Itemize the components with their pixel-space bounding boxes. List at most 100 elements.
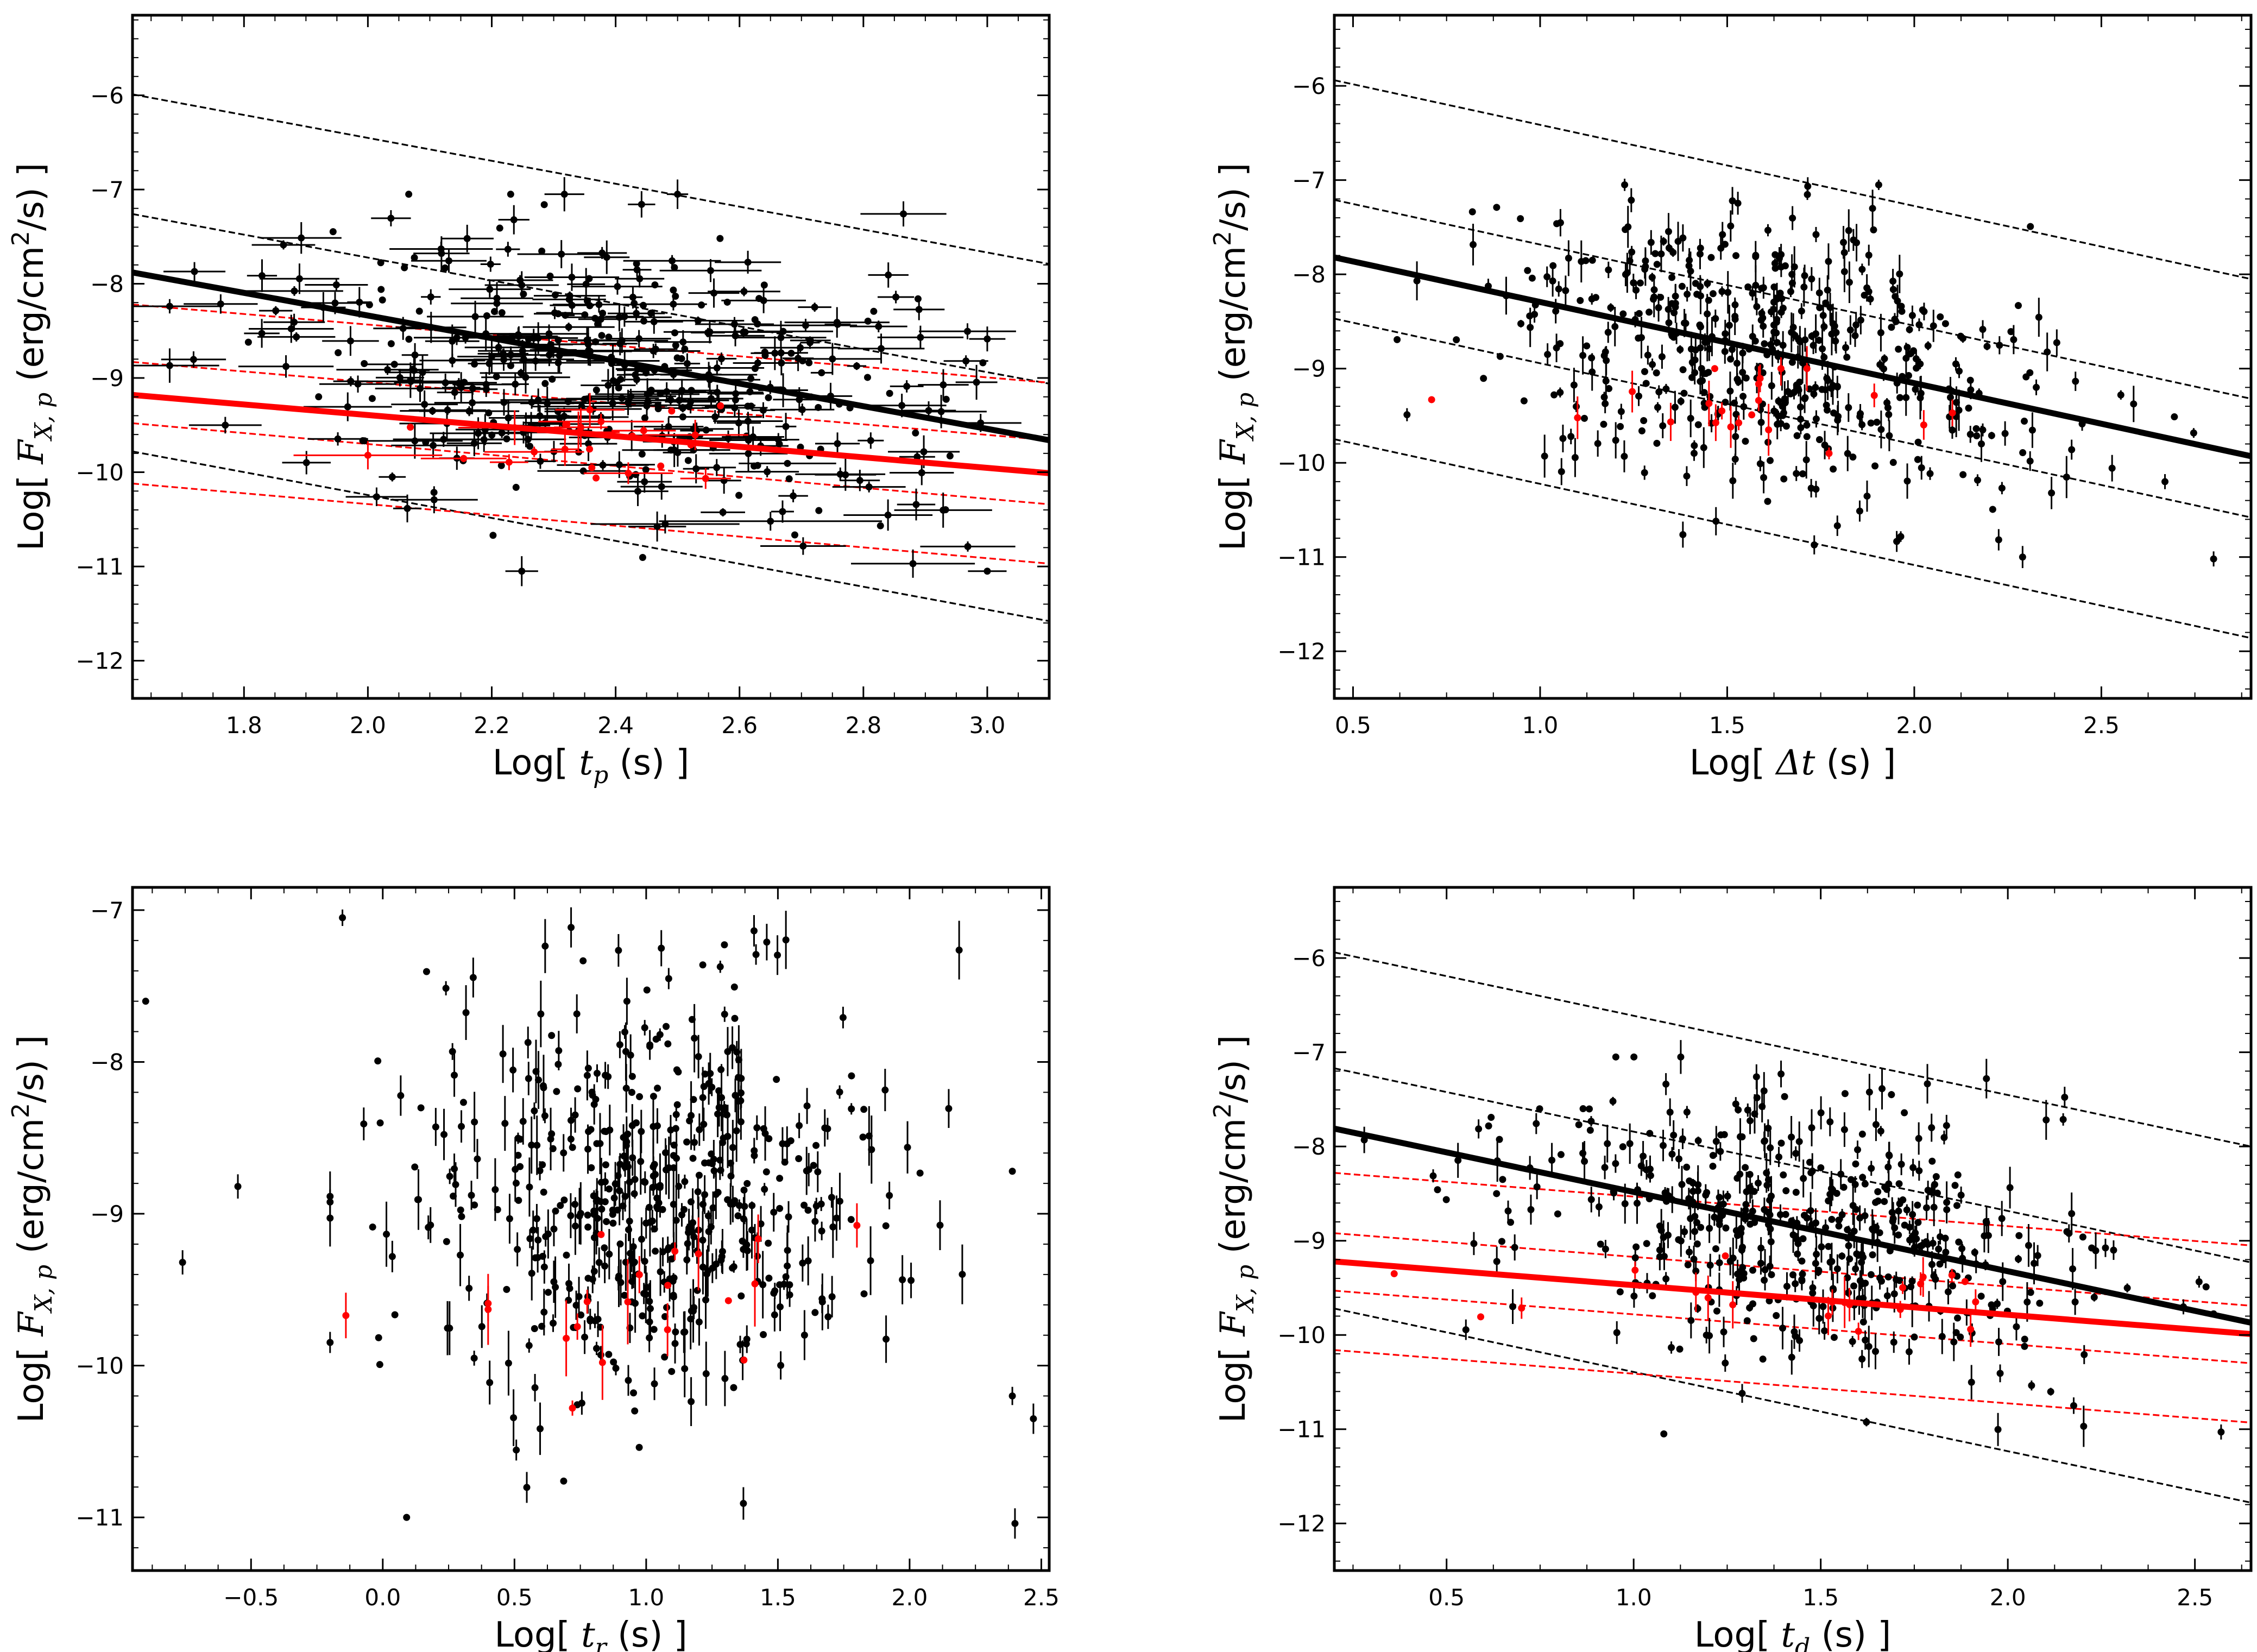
data-point — [584, 1211, 591, 1219]
data-point — [699, 1067, 707, 1128]
data-point — [1719, 222, 1726, 248]
x-tick-label: 2.2 — [474, 712, 510, 739]
data-point — [798, 302, 831, 312]
data-point — [1863, 1417, 1870, 1427]
data-point — [646, 1043, 654, 1050]
data-point — [1570, 368, 1578, 402]
data-point — [1498, 1238, 1505, 1245]
data-point — [1775, 1146, 1783, 1168]
data-point — [507, 191, 514, 198]
data-point — [599, 310, 607, 317]
data-point — [815, 432, 860, 455]
data-point — [717, 1167, 724, 1174]
data-point — [1617, 423, 1624, 430]
data-point — [598, 332, 606, 339]
data-point — [1952, 1329, 1960, 1336]
data-point — [1930, 1188, 1938, 1226]
data-point — [815, 403, 822, 411]
data-point-red — [420, 455, 507, 462]
data-point — [691, 1134, 698, 1151]
data-point — [737, 1104, 745, 1140]
data-point — [238, 355, 334, 378]
data-point — [759, 1251, 767, 1319]
data-point — [1835, 1216, 1843, 1224]
data-point — [2070, 1397, 2077, 1414]
black-fit-line — [1334, 254, 2251, 459]
data-point — [867, 1226, 874, 1295]
data-point — [1825, 1197, 1832, 1205]
data-point — [886, 1181, 893, 1209]
data-point — [391, 433, 476, 458]
x-tick-label: 3.0 — [969, 712, 1006, 739]
data-point — [260, 263, 339, 294]
data-point — [1854, 1140, 1862, 1159]
data-point — [639, 1312, 646, 1320]
data-point — [2015, 1254, 2022, 1264]
data-point — [1764, 497, 1771, 505]
y-tick-label: −7 — [90, 176, 124, 203]
data-point — [512, 483, 520, 491]
data-point — [870, 307, 878, 315]
data-point — [538, 1322, 546, 1330]
y-tick-label: −7 — [1292, 167, 1326, 194]
data-point — [681, 1174, 689, 1189]
data-point — [1832, 311, 1840, 354]
data-point — [912, 429, 919, 437]
data-point-red — [1711, 365, 1718, 373]
data-point — [1682, 313, 1689, 333]
data-point — [684, 457, 692, 464]
data-point — [1630, 1284, 1638, 1308]
data-point — [750, 915, 758, 947]
y-axis-label-part: Log[ — [1213, 1336, 1253, 1423]
data-point — [442, 264, 449, 272]
data-point — [1933, 1189, 1941, 1197]
data-point — [517, 240, 606, 268]
data-point — [833, 1195, 840, 1241]
y-tick-label: −8 — [1292, 1133, 1326, 1160]
data-point — [1771, 264, 1779, 272]
data-point — [765, 1135, 773, 1143]
data-point — [1826, 292, 1834, 323]
data-point-red — [680, 468, 731, 489]
data-point — [1850, 1282, 1858, 1290]
data-point — [552, 1207, 559, 1215]
data-point — [1988, 432, 1995, 439]
data-point — [1870, 226, 1877, 234]
data-point — [1978, 426, 1985, 462]
y-axis-superscript: 2 — [7, 1103, 35, 1118]
data-point — [1911, 1333, 1918, 1341]
data-point — [510, 1389, 518, 1446]
data-point — [433, 330, 480, 345]
y-axis-label: Log[ FX, p (erg/cm2/s) ] — [7, 163, 58, 551]
data-point — [1632, 1243, 1640, 1251]
data-point-red — [671, 1242, 679, 1260]
data-point — [890, 380, 924, 393]
data-point — [1937, 313, 1944, 320]
data-point — [1798, 1257, 1806, 1265]
data-point — [1527, 307, 1534, 348]
data-point — [1660, 1430, 1668, 1437]
data-point — [646, 1283, 653, 1320]
data-point — [1844, 436, 1851, 471]
data-point — [575, 1277, 583, 1317]
x-tick-label: 1.8 — [226, 712, 262, 739]
data-point — [1764, 1119, 1772, 1137]
data-point — [784, 1225, 791, 1276]
data-point — [704, 1210, 712, 1221]
data-point — [2171, 413, 2178, 421]
axes-frame — [1333, 14, 2253, 700]
data-point — [1912, 351, 1920, 367]
data-point — [670, 286, 677, 294]
data-point — [506, 1194, 513, 1244]
data-point — [315, 393, 323, 401]
data-point — [1775, 247, 1783, 270]
data-point — [1915, 1161, 1923, 1181]
data-point — [1859, 1318, 1867, 1326]
data-point — [665, 1136, 673, 1199]
y-tick-label: −11 — [75, 553, 124, 580]
data-point — [531, 1373, 539, 1402]
data-point-red — [407, 424, 414, 431]
data-point — [501, 1096, 509, 1151]
data-point — [721, 1351, 729, 1407]
data-point — [475, 386, 498, 393]
